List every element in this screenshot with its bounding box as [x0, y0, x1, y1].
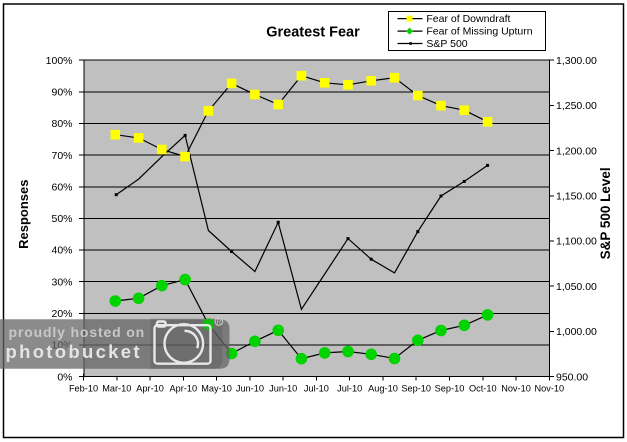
svg-text:Aug-10: Aug-10: [368, 383, 398, 393]
svg-text:Mar-10: Mar-10: [102, 383, 131, 393]
svg-text:1,100.00: 1,100.00: [556, 236, 597, 248]
svg-text:Jul-10: Jul-10: [337, 383, 362, 393]
svg-text:Jun-10: Jun-10: [269, 383, 297, 393]
svg-text:1,000.00: 1,000.00: [556, 326, 597, 338]
svg-text:Jul-10: Jul-10: [304, 383, 329, 393]
svg-text:100%: 100%: [46, 55, 73, 67]
svg-text:Apr-10: Apr-10: [136, 383, 164, 393]
svg-text:S&P 500 Level: S&P 500 Level: [598, 167, 613, 259]
svg-text:S&P 500: S&P 500: [426, 38, 467, 50]
svg-text:Nov-10: Nov-10: [501, 383, 531, 393]
svg-text:50%: 50%: [51, 213, 72, 225]
svg-text:60%: 60%: [51, 182, 72, 194]
svg-text:1,250.00: 1,250.00: [556, 100, 597, 112]
svg-text:Sep-10: Sep-10: [401, 383, 431, 393]
svg-text:Oct-10: Oct-10: [469, 383, 497, 393]
svg-text:Fear of Downdraft: Fear of Downdraft: [426, 13, 510, 25]
svg-text:1,150.00: 1,150.00: [556, 191, 597, 203]
svg-text:20%: 20%: [51, 308, 72, 320]
svg-text:Apr-10: Apr-10: [170, 383, 198, 393]
svg-text:1,200.00: 1,200.00: [556, 145, 597, 157]
svg-text:R: R: [216, 319, 221, 326]
svg-text:Greatest Fear: Greatest Fear: [266, 25, 360, 41]
svg-text:0%: 0%: [57, 371, 72, 383]
svg-text:90%: 90%: [51, 87, 72, 99]
svg-text:1,300.00: 1,300.00: [556, 55, 597, 67]
svg-text:Feb-10: Feb-10: [69, 383, 98, 393]
svg-text:Nov-10: Nov-10: [534, 383, 564, 393]
svg-text:70%: 70%: [51, 150, 72, 162]
svg-text:1,050.00: 1,050.00: [556, 281, 597, 293]
svg-text:30%: 30%: [51, 276, 72, 288]
svg-text:photobucket: photobucket: [6, 341, 142, 362]
svg-text:950.00: 950.00: [556, 371, 588, 383]
svg-text:Responses: Responses: [16, 180, 31, 249]
svg-text:80%: 80%: [51, 118, 72, 130]
svg-text:May-10: May-10: [201, 383, 232, 393]
svg-text:Fear of Missing Upturn: Fear of Missing Upturn: [426, 26, 532, 38]
svg-text:Jun-10: Jun-10: [236, 383, 264, 393]
svg-text:proudly hosted on: proudly hosted on: [9, 324, 146, 340]
svg-text:Sep-10: Sep-10: [435, 383, 465, 393]
svg-text:40%: 40%: [51, 245, 72, 257]
